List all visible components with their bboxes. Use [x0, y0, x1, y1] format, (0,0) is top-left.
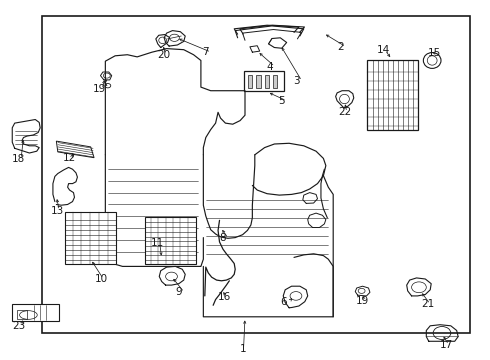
Text: 4: 4 [266, 62, 273, 72]
Ellipse shape [423, 53, 441, 68]
Bar [12, 304, 59, 321]
Text: 3: 3 [293, 76, 300, 86]
Bar [145, 217, 196, 264]
Text: 8: 8 [220, 233, 226, 243]
Text: 5: 5 [278, 96, 285, 106]
Bar [367, 60, 418, 130]
Text: 2: 2 [337, 42, 344, 52]
Text: 17: 17 [440, 340, 453, 350]
Bar [244, 71, 284, 91]
Text: 19: 19 [356, 296, 369, 306]
Text: 15: 15 [428, 48, 441, 58]
Text: 19: 19 [93, 84, 106, 94]
Bar [265, 75, 269, 88]
Text: 1: 1 [240, 344, 247, 354]
Text: 10: 10 [95, 274, 108, 284]
Text: 23: 23 [12, 321, 25, 331]
Text: 11: 11 [151, 238, 164, 248]
Bar [273, 75, 277, 88]
Bar [17, 310, 27, 319]
Text: 7: 7 [202, 47, 209, 57]
Bar [248, 75, 252, 88]
Bar [256, 75, 261, 88]
Text: 13: 13 [50, 206, 64, 216]
Text: 18: 18 [12, 154, 25, 164]
Text: 6: 6 [280, 297, 287, 307]
Text: 20: 20 [157, 50, 170, 60]
Text: 9: 9 [175, 287, 182, 297]
Text: 21: 21 [421, 299, 435, 309]
Text: 12: 12 [63, 153, 76, 163]
Bar [65, 212, 116, 264]
Text: 22: 22 [338, 107, 351, 117]
Bar [42, 16, 470, 333]
Text: 14: 14 [376, 45, 390, 55]
Polygon shape [56, 141, 94, 158]
Text: 16: 16 [218, 292, 231, 302]
